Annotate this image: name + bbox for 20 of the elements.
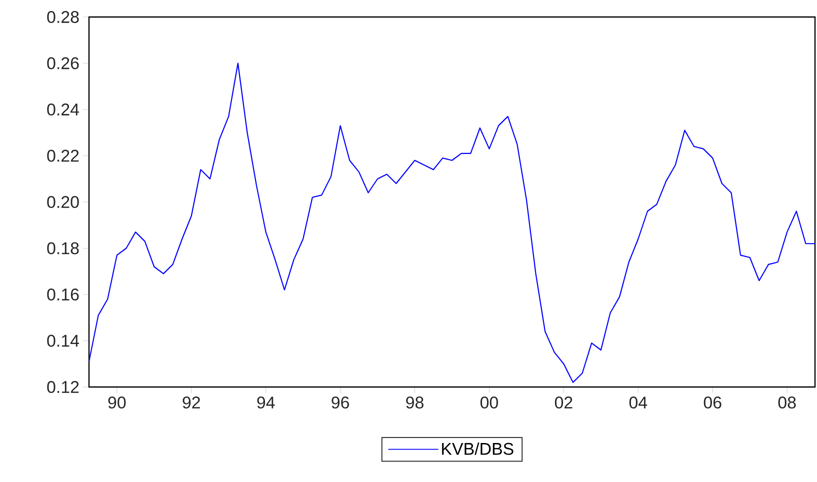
y-tick-label: 0.20 xyxy=(47,196,79,208)
x-tick-label: 00 xyxy=(480,396,498,409)
y-tick-label: 0.26 xyxy=(47,57,79,70)
x-tick-label: 92 xyxy=(182,396,200,409)
y-tick-label: 0.22 xyxy=(47,150,79,162)
x-tick-label: 94 xyxy=(257,396,275,409)
x-tick-label: 04 xyxy=(629,396,648,409)
y-tick-label: 0.12 xyxy=(47,381,79,394)
x-tick-label: 90 xyxy=(108,396,126,409)
x-tick-label: 98 xyxy=(406,396,424,409)
y-tick-label: 0.18 xyxy=(47,242,79,254)
y-tick-label: 0.14 xyxy=(47,334,79,347)
legend-label: KVB/DBS xyxy=(442,442,514,455)
y-tick-label: 0.16 xyxy=(47,288,79,300)
x-tick-label: 96 xyxy=(332,396,349,409)
y-tick-label: 0.24 xyxy=(47,104,79,116)
x-tick-label: 08 xyxy=(778,396,796,409)
y-tick-label: 0.28 xyxy=(47,11,79,23)
x-tick-label: 06 xyxy=(704,396,722,409)
x-tick-label: 02 xyxy=(554,396,572,409)
